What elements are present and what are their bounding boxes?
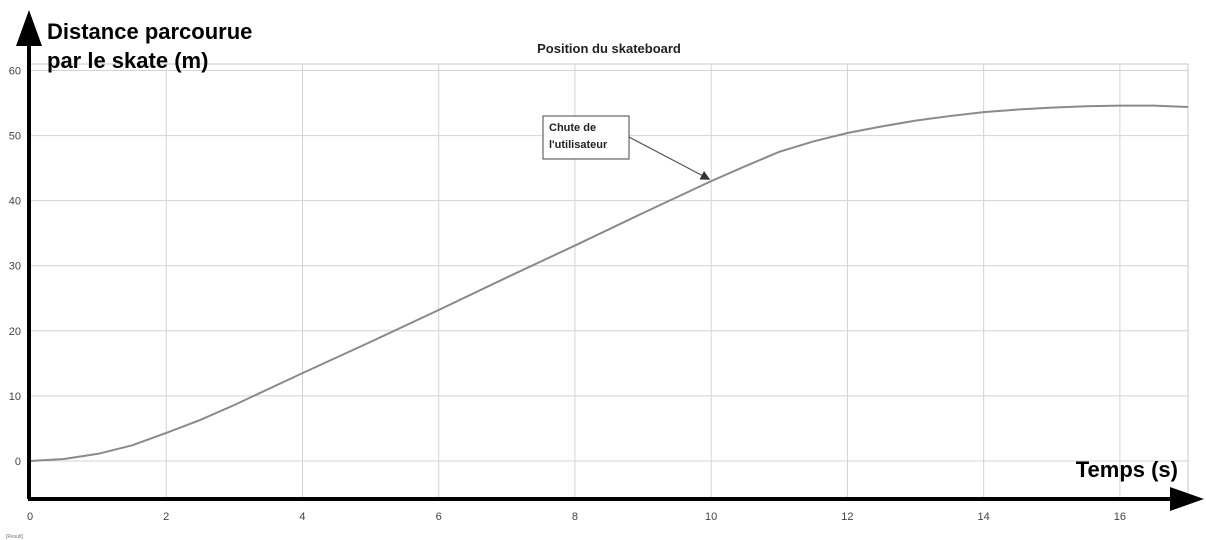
y-axis-title-line-2: par le skate (m)	[47, 48, 208, 73]
x-tick-label: 16	[1114, 511, 1126, 523]
x-tick-label: 6	[436, 511, 442, 523]
x-tick-label: 4	[299, 511, 305, 523]
y-tick-label: 50	[9, 131, 21, 143]
annotation-line-1: Chute de	[549, 122, 596, 134]
x-tick-label: 0	[27, 511, 33, 523]
y-tick-label: 20	[9, 326, 21, 338]
x-tick-label: 12	[841, 511, 853, 523]
y-tick-label: 60	[9, 66, 21, 78]
x-tick-label: 10	[705, 511, 717, 523]
x-axis-title: Temps (s)	[1076, 457, 1178, 482]
y-axis-title-line-1: Distance parcourue	[47, 19, 252, 44]
annotation-arrow	[628, 136, 711, 180]
annotation-box	[542, 115, 630, 160]
tick-labels: 0 2 4 6 8 10 12 14 16 0 10 20 30 40 50 60	[9, 66, 1126, 523]
x-tick-label: 2	[163, 511, 169, 523]
y-tick-label: 0	[15, 456, 21, 468]
y-tick-label: 30	[9, 261, 21, 273]
bottom-left-text: [Result]	[6, 534, 24, 540]
x-axis-arrowhead	[1170, 487, 1204, 511]
y-axis-arrowhead	[16, 10, 42, 46]
annotation-line-2: l'utilisateur	[549, 139, 608, 151]
x-tick-label: 14	[978, 511, 990, 523]
x-tick-label: 8	[572, 511, 578, 523]
chart-title: Position du skateboard	[537, 41, 681, 56]
y-tick-label: 40	[9, 196, 21, 208]
y-tick-label: 10	[9, 391, 21, 403]
distance-curve	[29, 104, 1189, 462]
